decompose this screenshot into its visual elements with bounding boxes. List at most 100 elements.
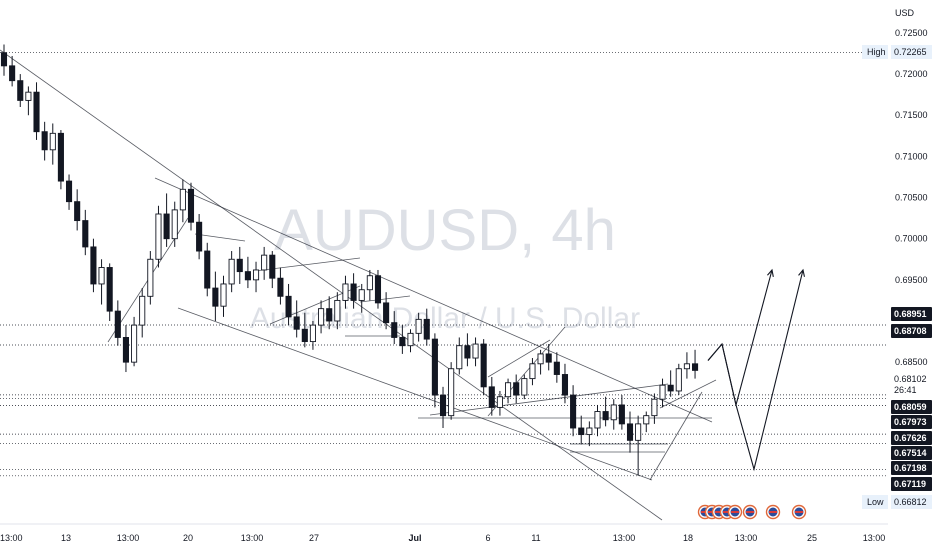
price-tag-value: 0.68102 (894, 374, 927, 384)
event-icon[interactable] (742, 504, 758, 520)
candle-body-down (326, 308, 333, 322)
candle (626, 411, 634, 453)
candle (472, 337, 479, 367)
price-axis[interactable]: USD 0.72500 0.72000 0.71500 0.71000 0.70500 0… (895, 8, 928, 367)
price-tag-value: 0.68951 (894, 309, 927, 319)
price-tag-value: 0.67514 (894, 448, 927, 458)
trendline (429, 383, 669, 416)
trendline (487, 339, 551, 378)
candle (244, 256, 251, 289)
candle (139, 288, 146, 338)
candle (9, 55, 16, 87)
candle-body-down (545, 353, 552, 363)
candle (252, 261, 260, 293)
candle (33, 82, 40, 140)
price-tag-box (891, 373, 932, 385)
candle (82, 209, 89, 256)
price-tag-value: 0.67626 (894, 433, 927, 443)
candle-body-down (74, 201, 81, 222)
price-tag-label-box (862, 45, 888, 59)
event-icon-stripe (715, 511, 723, 513)
candle-body-up (643, 415, 650, 425)
price-tag: 0.67198 (891, 461, 932, 475)
candle (212, 271, 219, 321)
candle-body-down (391, 322, 398, 338)
price-tag-box (891, 446, 932, 460)
candle (277, 267, 284, 305)
candle (155, 205, 162, 268)
candle (448, 362, 455, 420)
projection-paths (707, 268, 805, 472)
price-tag-box (891, 431, 932, 445)
candle (350, 273, 357, 309)
candle (90, 238, 97, 293)
candle (423, 308, 430, 346)
event-icon-stripe (723, 511, 731, 513)
candle-body-down (269, 254, 276, 279)
candle-body-up (179, 188, 186, 211)
time-axis[interactable]: 13:00 13 13:00 20 13:00 27 Jul 6 11 13:00 18 13:00 2… (0, 533, 885, 543)
event-icon[interactable] (791, 504, 807, 520)
event-icon[interactable] (765, 504, 781, 520)
candle-body-up (505, 382, 512, 398)
price-tag-box (891, 324, 932, 338)
event-icon[interactable] (727, 504, 743, 520)
price-tag-box (891, 477, 932, 491)
y-tick-label: 0.71000 (895, 151, 928, 161)
price-tag: 0.67626 (891, 431, 932, 445)
candle-body-down (399, 337, 406, 347)
x-tick-label: 13 (61, 533, 71, 543)
candle-body-down (9, 65, 16, 82)
candle-body-down (602, 411, 609, 421)
candle-body-up (594, 411, 601, 429)
price-tag-box (891, 384, 932, 396)
candle-body-up (407, 332, 414, 347)
candle-body-up (342, 283, 349, 301)
price-tag-label: Low (867, 497, 884, 507)
watermark-subtitle: Australian Dollar / U.S. Dollar (250, 302, 640, 335)
projection-path-2 (707, 269, 804, 472)
price-tag: 0.68102 (891, 373, 932, 385)
candle-body-up (529, 363, 536, 380)
candle-body-down (692, 363, 699, 371)
candle-body-down (0, 52, 8, 67)
price-tag: 0.67514 (891, 446, 932, 460)
event-icon-stripe (746, 511, 754, 513)
candle (285, 283, 292, 326)
candle (643, 411, 650, 433)
candle-body-up (521, 378, 528, 396)
x-tick-label: 6 (485, 533, 490, 543)
price-tag: 0.68059 (891, 400, 932, 414)
price-tag-box (891, 495, 932, 509)
candle (675, 363, 682, 396)
price-tag: High 0.72265 (862, 45, 932, 59)
candle (505, 378, 512, 404)
candle (0, 44, 8, 76)
candle-body-down (204, 250, 211, 289)
candle (537, 349, 544, 375)
candle-body-down (439, 394, 447, 417)
candle-body-up (334, 299, 341, 322)
x-tick-label: 27 (309, 533, 319, 543)
candle (228, 251, 235, 293)
candle (594, 404, 601, 437)
candle (399, 325, 406, 354)
candle-body-down (513, 382, 520, 396)
candle (236, 246, 243, 284)
candle-body-up (448, 368, 455, 417)
price-tag: 0.67973 (891, 415, 932, 429)
candle-body-down (122, 337, 129, 363)
candle (41, 121, 48, 161)
candle-body-down (561, 374, 569, 396)
watermark-title: AUDUSD, 4h (274, 198, 616, 263)
candle-body-down (626, 423, 634, 441)
candle (318, 300, 325, 334)
price-tag-value: 26:41 (894, 385, 917, 395)
candle-body-up (252, 269, 260, 281)
candle (293, 300, 300, 338)
event-icons[interactable] (697, 504, 807, 520)
candle-body-down (570, 394, 577, 429)
candle (635, 415, 642, 476)
